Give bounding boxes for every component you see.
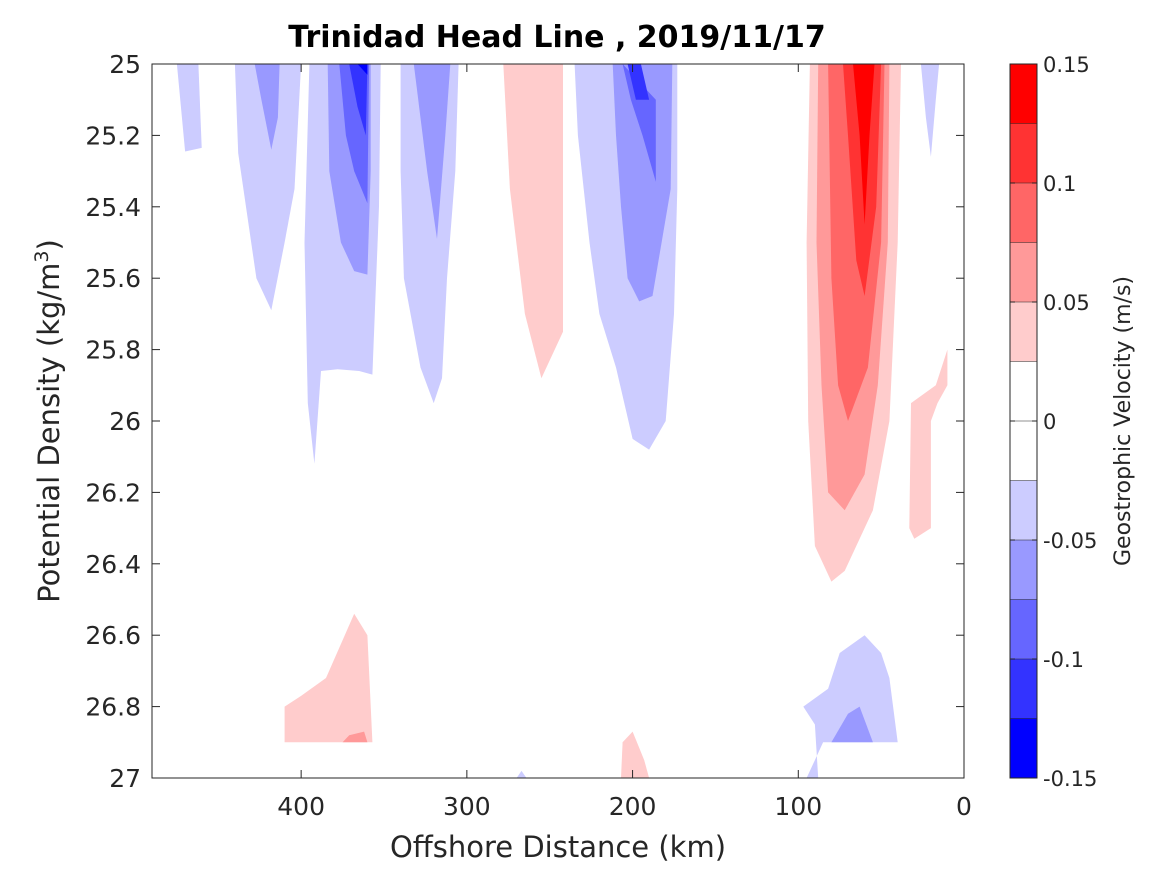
contour-region-6: [349, 64, 368, 136]
colorbar-level-0: [1010, 64, 1037, 124]
colorbar-level-11: [1010, 718, 1037, 778]
chart-title: Trinidad Head Line , 2019/11/17: [288, 20, 825, 55]
y-axis: 25 25.2 25.4 25.6 25.8 26 26.2 26.4 26.6 26.8 27: [85, 50, 964, 793]
contour-region-14: [627, 64, 650, 100]
contour-region-10: [503, 64, 563, 379]
colorbar-level-7: [1010, 480, 1037, 540]
colorbar-ticks: 0.15 0.1 0.05 0 -0.05 -0.1 -0.15: [1010, 53, 1097, 791]
contour-region-27: [516, 770, 527, 778]
y-axis-label: Potential Density (kg/m3): [31, 239, 66, 603]
colorbar-tick-label: 0.1: [1043, 172, 1076, 196]
y-tick-label: 25.4: [85, 193, 141, 222]
contour-region-1: [234, 64, 302, 311]
contour-region-2: [254, 64, 280, 150]
colorbar-level-10: [1010, 659, 1037, 719]
colorbar-level-5: [1010, 361, 1037, 421]
y-tick-label: 26: [109, 407, 141, 436]
contour-region-9: [413, 64, 451, 239]
contour-region-20: [909, 349, 948, 539]
colorbar-tick-label: -0.05: [1043, 529, 1097, 553]
colorbar-tick-label: 0.05: [1043, 291, 1090, 315]
contour-region-19: [853, 64, 875, 225]
colorbar-label: Geostrophic Velocity (m/s): [1111, 276, 1136, 566]
contour-region-0: [176, 64, 202, 152]
y-tick-label: 26.6: [85, 621, 141, 650]
y-tick-label: 25: [109, 50, 141, 79]
x-axis: 400 300 200 100 0: [277, 64, 972, 821]
contour-region-22: [284, 613, 373, 743]
x-tick-label: 300: [443, 792, 491, 821]
y-tick-label: 25.8: [85, 336, 141, 365]
colorbar-tick-label: 0: [1043, 410, 1056, 434]
x-tick-label: 200: [609, 792, 657, 821]
colorbar-tick-label: -0.1: [1043, 648, 1084, 672]
x-axis-label: Offshore Distance (km): [390, 830, 726, 864]
colorbar-level-4: [1010, 302, 1037, 362]
y-tick-label: 26.2: [85, 478, 141, 507]
contour-region-21: [920, 64, 940, 157]
colorbar-tick-label: 0.15: [1043, 53, 1090, 77]
y-tick-label: 26.4: [85, 550, 141, 579]
x-tick-label: 0: [956, 792, 972, 821]
colorbar-level-8: [1010, 540, 1037, 600]
colorbar: [1010, 64, 1037, 778]
contour-region-12: [612, 64, 673, 302]
contour-region-25: [831, 706, 873, 743]
y-tick-label: 25.2: [85, 121, 141, 150]
contour-fills: [176, 64, 948, 778]
x-tick-label: 400: [277, 792, 325, 821]
contour-region-7: [357, 64, 368, 75]
colorbar-level-3: [1010, 242, 1037, 302]
x-tick-label: 100: [774, 792, 822, 821]
contour-region-18: [843, 64, 882, 296]
colorbar-level-9: [1010, 599, 1037, 659]
contour-region-23: [342, 731, 368, 743]
colorbar-level-2: [1010, 183, 1037, 243]
y-tick-label: 25.6: [85, 264, 141, 293]
contour-region-26: [621, 731, 650, 778]
colorbar-tick-label: -0.15: [1043, 767, 1097, 791]
colorbar-level-1: [1010, 123, 1037, 183]
contour-region-24: [803, 635, 903, 778]
y-tick-label: 26.8: [85, 693, 141, 722]
y-tick-label: 27: [109, 764, 141, 793]
colorbar-level-6: [1010, 421, 1037, 481]
